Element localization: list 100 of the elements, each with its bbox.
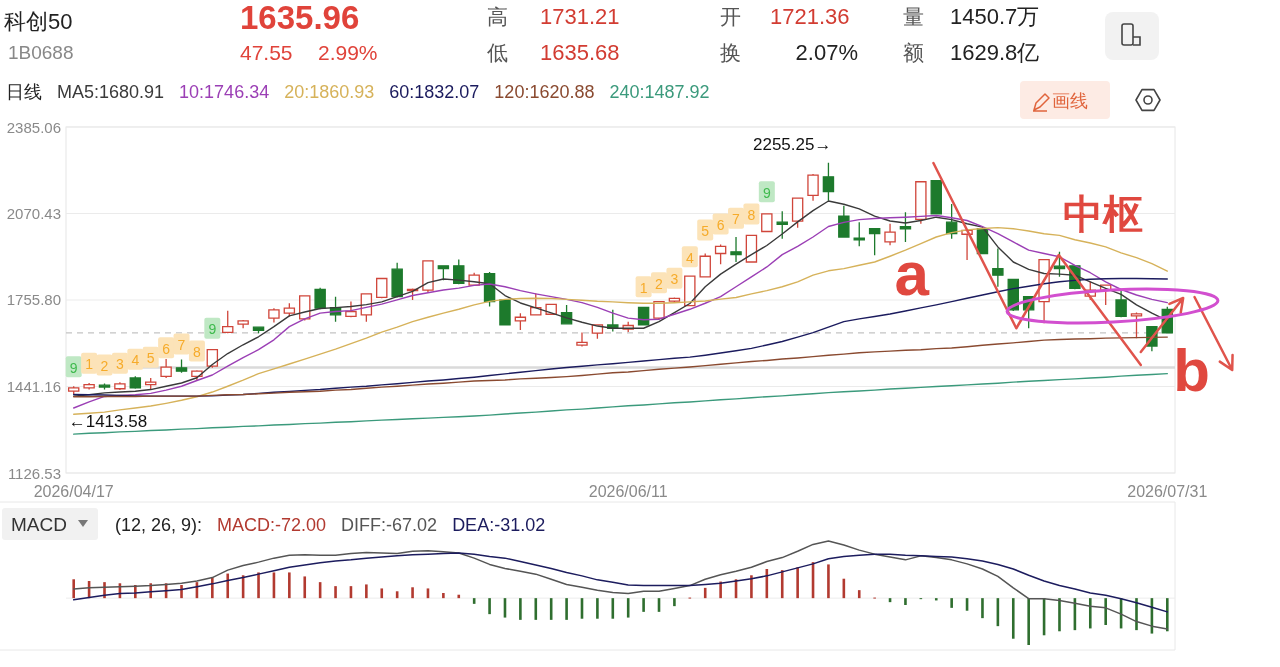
annotation: 3 [670, 271, 679, 288]
candlestick [499, 298, 511, 327]
annotation: 9 [762, 184, 771, 201]
y-tick-label: 1126.53 [7, 464, 61, 482]
bar [457, 594, 461, 599]
bar [934, 598, 938, 601]
text: 2.07% [795, 40, 858, 65]
annotation: 1 [639, 279, 648, 296]
bar [303, 576, 307, 599]
bar [857, 590, 861, 599]
annotation: 中枢 [1063, 192, 1144, 236]
candlestick [514, 312, 527, 331]
bar [626, 598, 630, 618]
candlestick [776, 210, 788, 240]
text: 1721.36 [770, 4, 850, 29]
bar [904, 598, 907, 605]
candlestick [129, 375, 142, 390]
bar [1166, 598, 1169, 632]
text: 量 [903, 5, 924, 28]
candlestick [992, 247, 1004, 288]
candlestick [791, 197, 804, 229]
bar [488, 598, 491, 615]
candlestick [838, 204, 850, 239]
text: 1629.8亿 [950, 40, 1040, 65]
bar [1104, 598, 1107, 625]
candlestick [206, 348, 219, 369]
candlestick [822, 162, 835, 202]
annotation: 4 [685, 249, 694, 266]
bar [565, 598, 568, 620]
annotation: 2 [100, 358, 109, 374]
candlestick [114, 381, 126, 391]
bar [226, 573, 230, 599]
bar [596, 598, 599, 619]
candlestick [637, 306, 650, 327]
candlestick [930, 179, 942, 216]
annotation: 2 [655, 275, 664, 292]
text: 10:1746.34 [179, 82, 270, 102]
candlestick [160, 358, 172, 379]
annotation: 4 [131, 352, 140, 369]
bar [981, 598, 984, 619]
candlestick [268, 307, 280, 324]
candlestick [437, 264, 450, 281]
annotation: 7 [177, 337, 186, 353]
candlestick [222, 310, 234, 334]
annotation: 6 [162, 340, 171, 357]
annotation: 9 [69, 359, 78, 376]
candlestick [761, 212, 773, 233]
candlestick [67, 385, 80, 395]
annotation: 6 [716, 217, 725, 233]
bar [365, 584, 368, 599]
bar [1088, 598, 1092, 629]
bar [950, 598, 953, 608]
bar [1058, 598, 1061, 632]
text: MA5:1680.91 [57, 82, 165, 102]
candlestick [98, 382, 111, 391]
text: 47.55 [240, 41, 293, 64]
bar [442, 593, 445, 599]
candlestick [83, 382, 95, 391]
candlestick [283, 302, 296, 318]
text: 科创50 [4, 9, 73, 34]
bar [411, 587, 414, 599]
candlestick [1115, 289, 1127, 318]
text: 换 [720, 41, 741, 64]
candlestick [391, 262, 403, 299]
candlestick [668, 296, 681, 304]
candlestick [945, 203, 958, 240]
chart-title: MACD [11, 514, 67, 535]
candlestick [730, 236, 742, 263]
text: 2.99% [318, 41, 378, 64]
candlestick [1053, 251, 1066, 278]
annotation: 7 [732, 211, 741, 228]
candlestick [915, 180, 927, 225]
bar [703, 587, 707, 599]
bar [257, 572, 260, 599]
x-tick-label: 2026/07/31 [1127, 483, 1208, 500]
bar [611, 598, 615, 619]
y-tick-label: 2070.43 [6, 205, 61, 222]
candlestick [314, 287, 326, 310]
candlestick [807, 173, 819, 202]
candlestick [175, 358, 188, 374]
candlestick [884, 223, 896, 246]
text: 1B0688 [8, 42, 74, 63]
candlestick [653, 300, 665, 321]
bar [334, 586, 337, 599]
text: 60:1832.07 [389, 82, 480, 102]
bar [288, 572, 291, 599]
text: 额 [903, 41, 924, 64]
candlestick [576, 331, 588, 348]
candlestick [745, 234, 758, 264]
bar [750, 575, 753, 599]
annotation: 8 [193, 344, 202, 360]
candlestick [453, 258, 465, 285]
bar [1135, 598, 1138, 631]
annotation: a [894, 239, 930, 308]
annotation: 5 [701, 223, 710, 239]
bar [1011, 598, 1015, 639]
candlestick [376, 277, 388, 299]
x-tick-label: 2026/04/17 [33, 483, 114, 500]
text: 画线 [1052, 91, 1088, 111]
candlestick [699, 252, 711, 279]
